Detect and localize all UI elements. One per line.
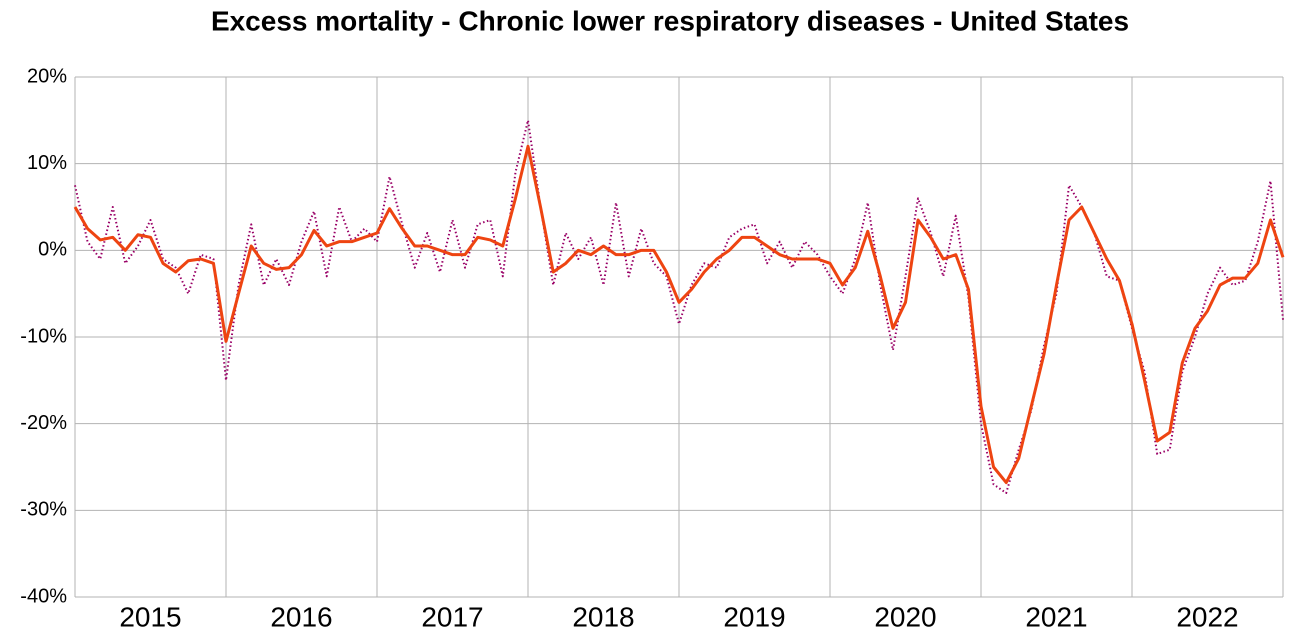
x-tick-label: 2017: [421, 601, 483, 632]
x-tick-label: 2016: [270, 601, 332, 632]
y-tick-label: -40%: [20, 585, 67, 607]
y-tick-label: -20%: [20, 412, 67, 434]
x-tick-label: 2021: [1025, 601, 1087, 632]
x-tick-label: 2020: [874, 601, 936, 632]
y-tick-label: -30%: [20, 499, 67, 521]
x-tick-label: 2019: [723, 601, 785, 632]
x-tick-label: 2015: [119, 601, 181, 632]
y-tick-label: 20%: [27, 65, 67, 87]
y-tick-label: 0%: [38, 239, 67, 261]
x-tick-label: 2018: [572, 601, 634, 632]
chart-title: Excess mortality - Chronic lower respira…: [211, 5, 1129, 36]
x-tick-label: 2022: [1176, 601, 1238, 632]
y-tick-label: 10%: [27, 152, 67, 174]
series-line: [73, 144, 1285, 485]
y-tick-label: -10%: [20, 325, 67, 347]
